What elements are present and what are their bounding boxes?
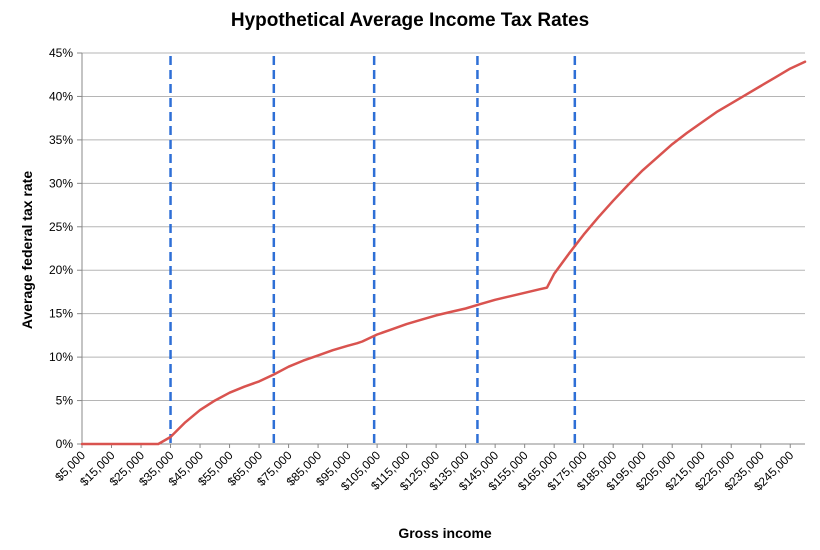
bracket-lines xyxy=(169,56,577,444)
y-tick-label: 20% xyxy=(49,263,73,277)
series-layer xyxy=(80,60,807,446)
y-tick-label: 35% xyxy=(49,133,73,147)
gridlines xyxy=(82,52,805,402)
y-tick-label: 45% xyxy=(49,46,73,60)
y-tick-labels: 0% 5% 10% 15% 20% 25% 30% 35% 40% 45% xyxy=(49,46,73,451)
axes xyxy=(77,52,805,448)
y-tick-label: 25% xyxy=(49,220,73,234)
y-axis-title-text: Average federal tax rate xyxy=(19,170,35,330)
y-tick-label: 15% xyxy=(49,307,73,321)
y-tick-label: 0% xyxy=(56,437,74,451)
x-tick-labels: $5,000$15,000$25,000$35,000$45,000$55,00… xyxy=(52,448,796,494)
y-tick-label: 5% xyxy=(56,394,74,408)
x-axis-title: Gross income xyxy=(398,525,492,541)
y-tick-label: 10% xyxy=(49,350,73,364)
series-line xyxy=(80,60,807,446)
y-tick-label: 30% xyxy=(49,176,73,190)
chart-title: Hypothetical Average Income Tax Rates xyxy=(230,10,590,31)
y-tick-label: 40% xyxy=(49,89,73,103)
